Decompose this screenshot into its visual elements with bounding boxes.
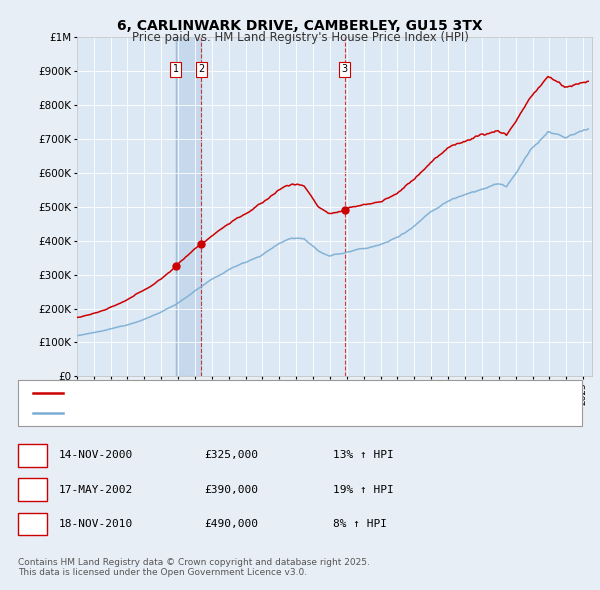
- Text: 6, CARLINWARK DRIVE, CAMBERLEY, GU15 3TX (detached house): 6, CARLINWARK DRIVE, CAMBERLEY, GU15 3TX…: [70, 388, 410, 398]
- Text: 13% ↑ HPI: 13% ↑ HPI: [333, 451, 394, 460]
- Text: 18-NOV-2010: 18-NOV-2010: [59, 519, 133, 529]
- Text: Contains HM Land Registry data © Crown copyright and database right 2025.
This d: Contains HM Land Registry data © Crown c…: [18, 558, 370, 577]
- Bar: [176, 37, 201, 376]
- Text: 3: 3: [28, 517, 37, 530]
- Text: 19% ↑ HPI: 19% ↑ HPI: [333, 485, 394, 494]
- Text: £390,000: £390,000: [204, 485, 258, 494]
- Text: 1: 1: [173, 64, 179, 74]
- Text: 2: 2: [28, 483, 37, 496]
- Text: 8% ↑ HPI: 8% ↑ HPI: [333, 519, 387, 529]
- Text: Price paid vs. HM Land Registry's House Price Index (HPI): Price paid vs. HM Land Registry's House …: [131, 31, 469, 44]
- Text: 6, CARLINWARK DRIVE, CAMBERLEY, GU15 3TX: 6, CARLINWARK DRIVE, CAMBERLEY, GU15 3TX: [117, 19, 483, 33]
- Text: 3: 3: [341, 64, 348, 74]
- Text: HPI: Average price, detached house, Surrey Heath: HPI: Average price, detached house, Surr…: [70, 408, 332, 418]
- Text: 2: 2: [198, 64, 205, 74]
- Text: 1: 1: [28, 449, 37, 462]
- Text: 17-MAY-2002: 17-MAY-2002: [59, 485, 133, 494]
- Text: £325,000: £325,000: [204, 451, 258, 460]
- Text: 14-NOV-2000: 14-NOV-2000: [59, 451, 133, 460]
- Text: £490,000: £490,000: [204, 519, 258, 529]
